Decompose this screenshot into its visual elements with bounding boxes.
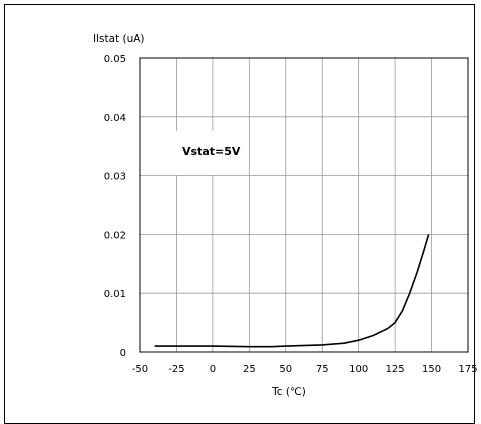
- x-tick-label: -25: [168, 364, 184, 375]
- y-tick-label: 0.01: [104, 289, 126, 300]
- y-axis-label: Ilstat (uA): [93, 33, 145, 45]
- x-tick-label: 75: [316, 364, 329, 375]
- y-tick-label: 0.04: [104, 113, 126, 124]
- x-tick-label: 25: [243, 364, 256, 375]
- annotation-box: Vstat=5V: [176, 131, 248, 175]
- x-tick-labels: -50 -25 0 25 50 75 100 125 150 175: [132, 364, 478, 375]
- chart-svg: -50 -25 0 25 50 75 100 125 150 175 00.010.020.030…: [93, 33, 478, 398]
- x-tick-label: 50: [279, 364, 292, 375]
- y-tick-label: 0: [120, 348, 126, 359]
- x-tick-label: 175: [458, 364, 477, 375]
- series-group: [154, 234, 430, 348]
- x-tick-label: 125: [386, 364, 405, 375]
- y-tick-label: 0.05: [104, 54, 126, 65]
- x-tick-label: 0: [210, 364, 216, 375]
- annotation-text: Vstat=5V: [182, 145, 241, 158]
- y-tick-label: 0.03: [104, 172, 126, 183]
- x-axis-label: Tc (℃): [271, 386, 306, 398]
- plot-area: [139, 57, 469, 353]
- y-tick-labels: 0 0.01 0.02 0.03 0.04 0.05: [104, 54, 126, 359]
- series-line: [154, 234, 430, 348]
- grid: [139, 57, 469, 353]
- x-tick-label: -50: [132, 364, 148, 375]
- y-tick-label: 0.02: [104, 230, 126, 241]
- x-tick-label: 100: [349, 364, 368, 375]
- x-tick-label: 150: [422, 364, 441, 375]
